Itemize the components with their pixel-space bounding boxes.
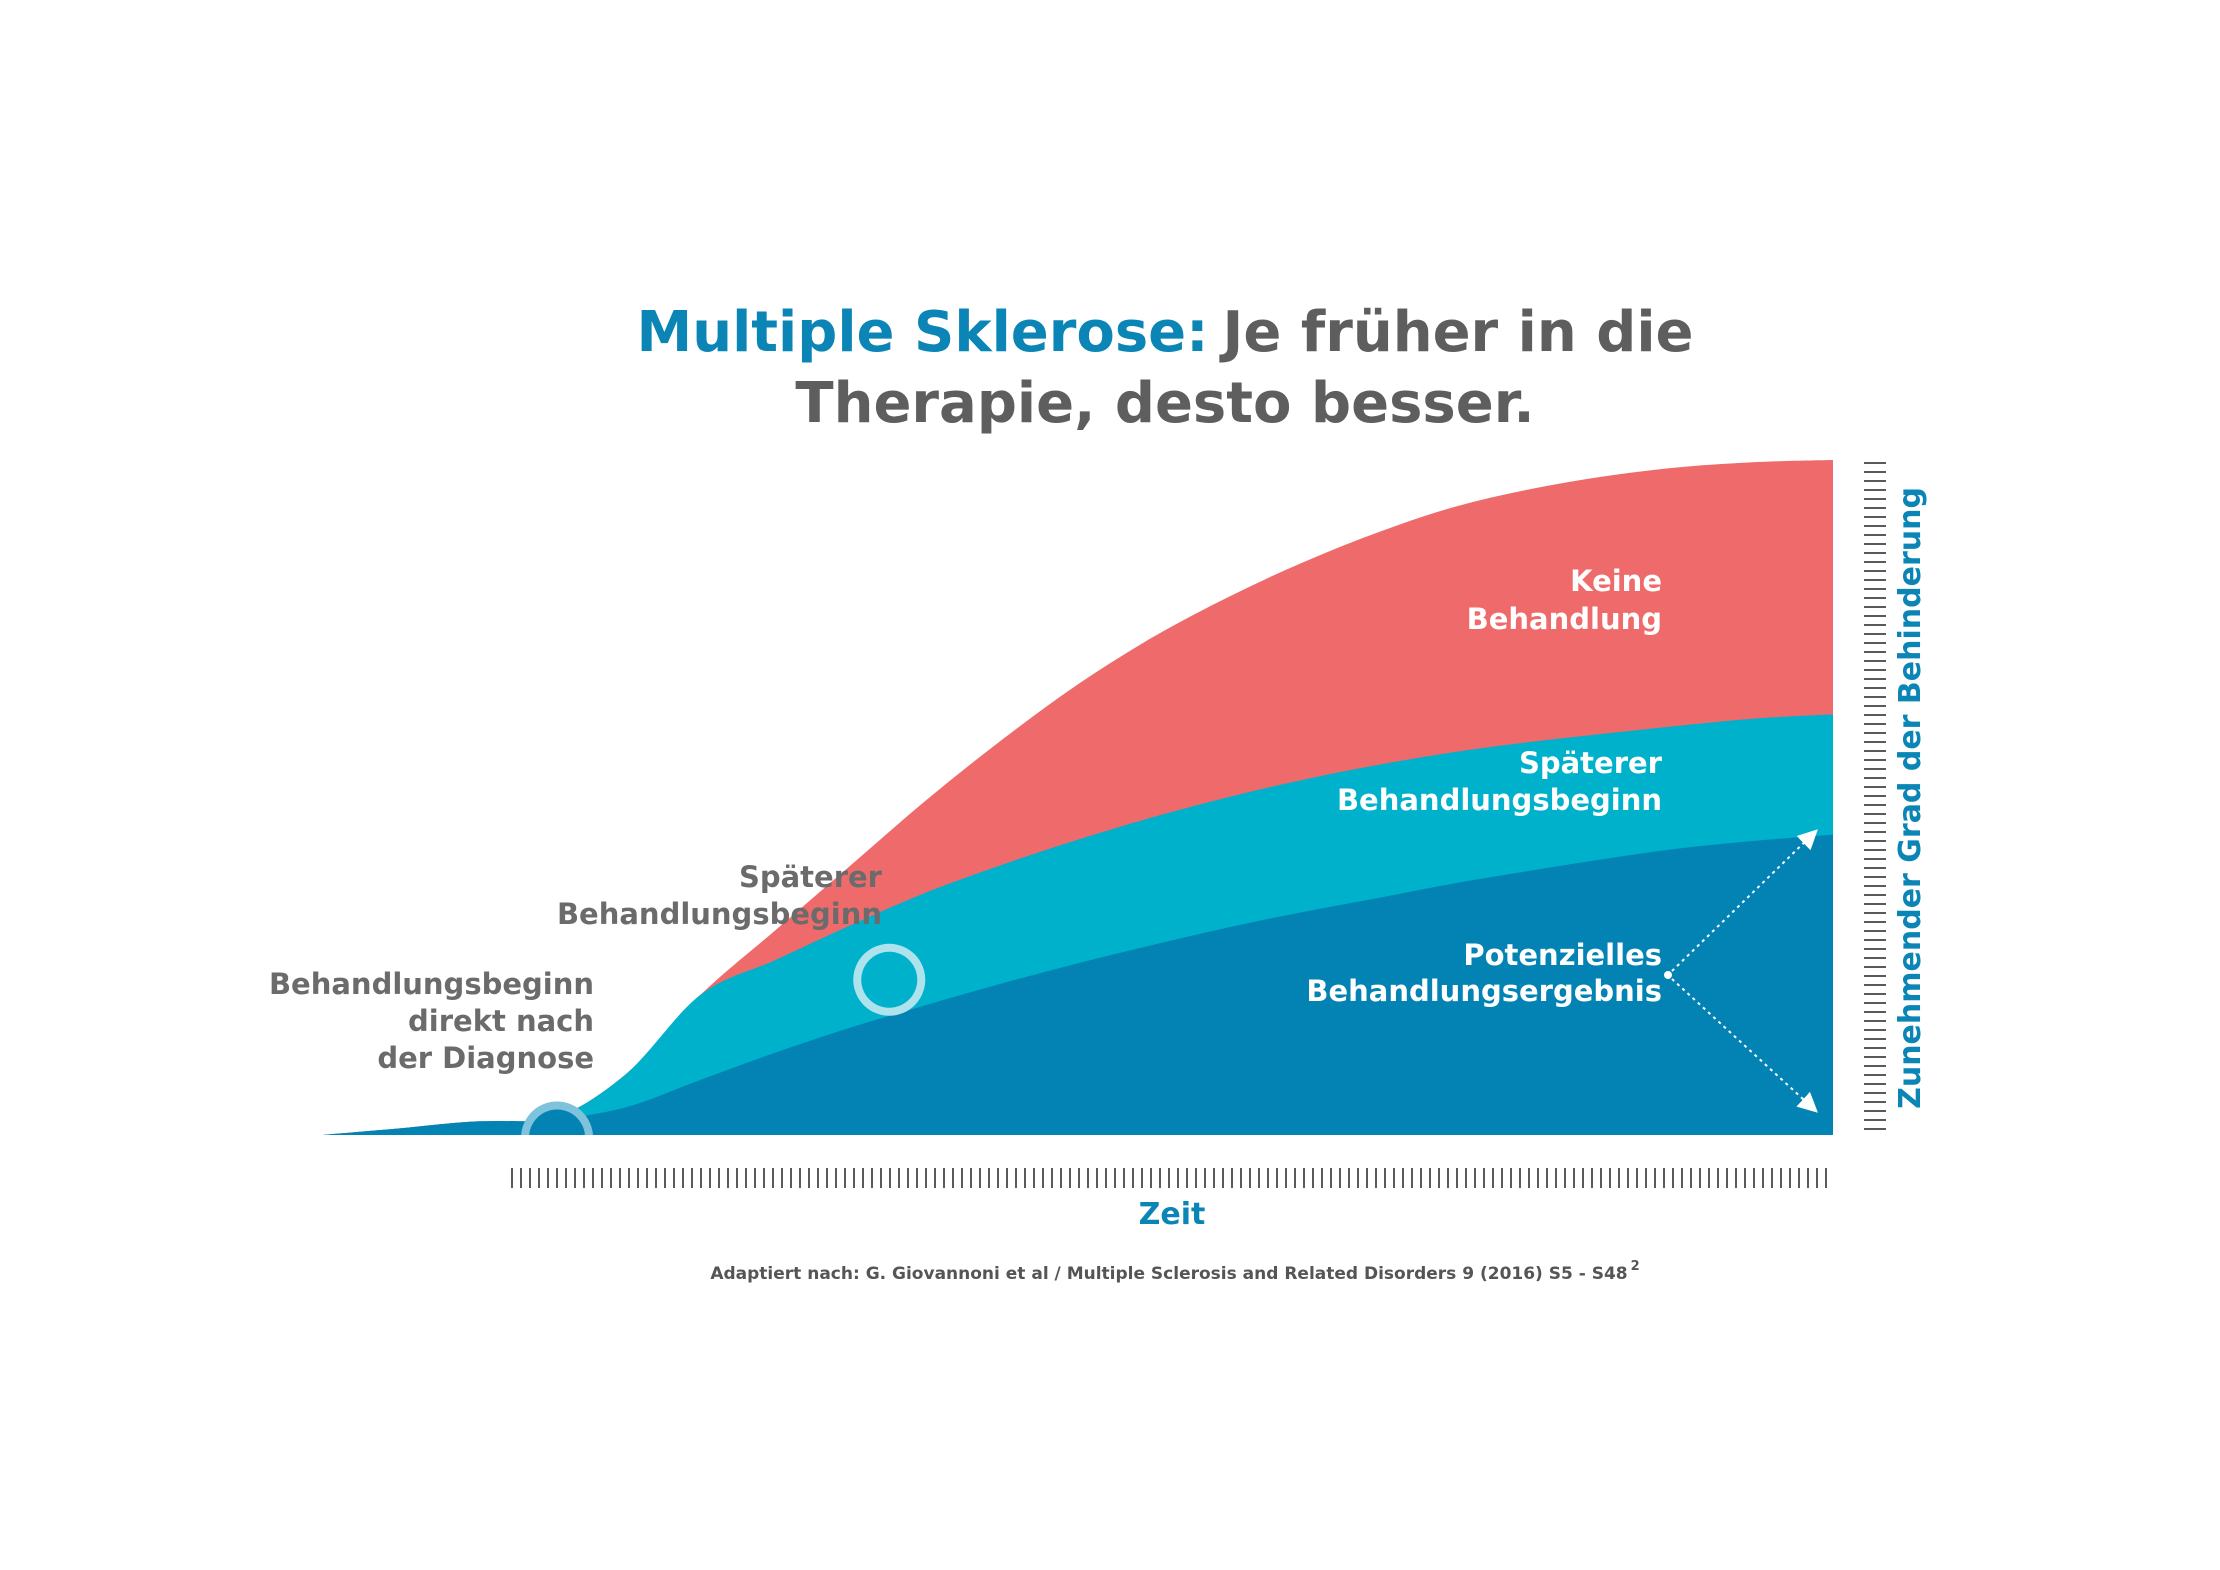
area-early [323,834,1833,1135]
annotation-later-line-1: Späterer [739,860,883,894]
source-superscript: 2 [1631,1259,1640,1274]
annotation-later-start: Späterer Behandlungsbeginn [557,860,883,931]
area-label-later: Späterer Behandlungsbeginn [1337,746,1663,817]
source-note: Adaptiert nach: G. Giovannoni et al / Mu… [710,1259,1639,1284]
arrow-down [1671,978,1818,1113]
source-text: Adaptiert nach: G. Giovannoni et al / Mu… [710,1264,1627,1284]
area-label-outcome-line-1: Potenzielles [1463,938,1662,972]
area-label-outcome-line-2: Behandlungsergebnis [1306,974,1662,1008]
annotation-early-line-1: Behandlungsbeginn [269,967,594,1001]
baseline-mask [0,1135,2220,1175]
title-rest: Je früher in die [1219,300,1694,365]
area-label-later-line-1: Späterer [1519,746,1663,780]
area-layers [323,460,1833,1135]
chart-title-line-2: Therapie, desto besser. [795,371,1534,436]
outcome-arrows [1664,829,1818,1113]
marker-later-start [861,951,918,1008]
x-axis-ticks [511,1168,1827,1188]
y-axis-label: Zunehmender Grad der Behinderung [1893,487,1928,1109]
area-label-later-line-2: Behandlungsbeginn [1337,783,1662,817]
x-axis-label: Zeit [1139,1197,1206,1232]
annotation-early-line-3: der Diagnose [377,1041,594,1075]
title-accent: Multiple Sklerose: [636,300,1208,365]
y-axis-ticks [1864,462,1886,1130]
area-label-none-line-1: Keine [1570,564,1662,598]
start-markers [0,943,2220,1175]
annotation-early-line-2: direkt nach [408,1004,594,1038]
area-label-none: Keine Behandlung [1467,564,1662,636]
arrow-origin-dot [1664,971,1672,979]
annotation-later-line-2: Behandlungsbeginn [557,897,882,931]
chart-title-line-1: Multiple Sklerose: Je früher in die [636,300,1693,365]
arrow-up [1671,829,1818,972]
area-label-outcome: Potenzielles Behandlungsergebnis [1306,938,1662,1008]
annotation-early-start: Behandlungsbeginn direkt nach der Diagno… [269,967,594,1075]
area-label-none-line-2: Behandlung [1467,602,1662,636]
